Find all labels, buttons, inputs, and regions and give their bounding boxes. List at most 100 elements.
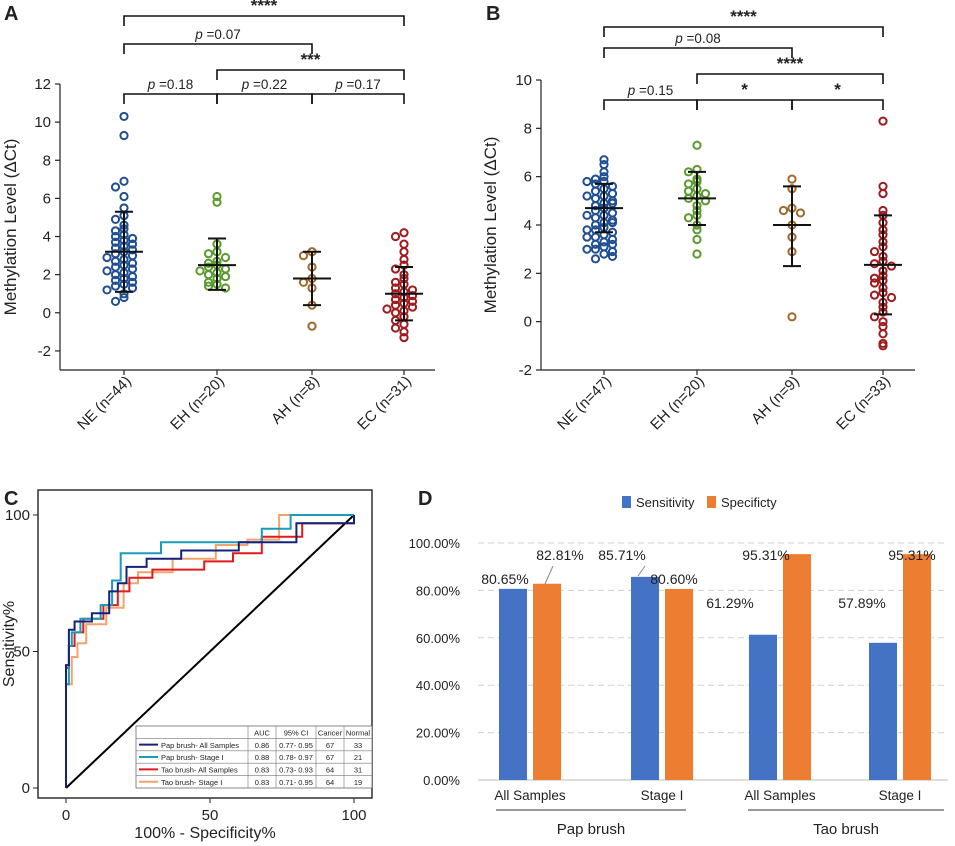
bar xyxy=(869,642,897,780)
data-point xyxy=(599,249,609,259)
x-category-label: Stage I xyxy=(879,788,922,803)
data-point xyxy=(212,191,222,202)
y-tick-label: 10 xyxy=(515,72,532,89)
y-tick-label: 40.00% xyxy=(416,678,461,693)
data-point xyxy=(607,251,618,262)
data-point xyxy=(878,188,888,199)
data-point xyxy=(110,214,121,224)
legend-label: Pap brush- All Samples xyxy=(161,741,239,750)
data-point xyxy=(590,239,601,249)
legend-swatch xyxy=(707,496,716,508)
data-point xyxy=(127,271,138,282)
x-tick-label: EC (n=31) xyxy=(354,373,415,434)
y-tick-label: 20.00% xyxy=(416,726,461,741)
x-tick-label: EH (n=20) xyxy=(167,373,228,434)
comparison-bracket xyxy=(791,99,884,110)
table-cell: 19 xyxy=(354,778,362,787)
data-point xyxy=(683,213,694,223)
y-tick-label: 12 xyxy=(34,76,51,93)
data-point xyxy=(607,198,618,208)
data-point xyxy=(878,116,888,126)
data-point xyxy=(869,259,880,269)
data-point xyxy=(869,246,880,257)
comparison-label: **** xyxy=(777,54,804,73)
x-category-label: All Samples xyxy=(744,788,816,803)
y-tick-label: 80.00% xyxy=(416,583,461,598)
table-cell: 0.83 xyxy=(255,766,270,775)
data-point xyxy=(878,329,888,339)
data-point xyxy=(590,174,601,184)
table-cell: 67 xyxy=(326,741,334,750)
data-point xyxy=(399,247,409,257)
comparison-label: * xyxy=(834,80,841,99)
data-point xyxy=(582,232,592,242)
data-point xyxy=(886,292,897,303)
data-point xyxy=(399,254,409,265)
bar xyxy=(533,583,561,780)
data-point xyxy=(127,245,138,255)
group-label: Pap brush xyxy=(557,821,625,838)
table-cell: 67 xyxy=(326,753,334,762)
legend-swatch xyxy=(622,496,631,508)
data-point xyxy=(382,304,392,314)
data-point xyxy=(683,179,694,189)
panel-c-chart: 0 50 100 0 50 100 100% - Specificity% Sensitivi… xyxy=(1,489,373,842)
comparison-bracket xyxy=(123,93,218,104)
x-tick-label: 50 xyxy=(202,807,219,824)
comparison-bracket xyxy=(123,15,405,26)
panel-label-a: A xyxy=(4,3,18,25)
data-point xyxy=(599,159,609,170)
data-point xyxy=(127,277,138,287)
data-point xyxy=(582,191,592,201)
data-point xyxy=(399,332,409,343)
data-point xyxy=(127,258,138,268)
label-leader xyxy=(544,565,554,585)
table-cell: 0.78- 0.97 xyxy=(279,753,313,762)
table-cell: 0.88 xyxy=(255,753,270,762)
bar xyxy=(783,554,811,780)
data-point xyxy=(787,312,797,322)
data-point xyxy=(390,264,401,274)
data-point xyxy=(110,296,121,306)
data-point xyxy=(390,283,401,293)
table-cell: 31 xyxy=(354,766,362,775)
comparison-bracket xyxy=(696,99,793,110)
bar xyxy=(749,634,777,780)
bar xyxy=(631,576,659,780)
data-point xyxy=(599,155,609,165)
bar-value-label: 95.31% xyxy=(742,547,789,563)
data-point xyxy=(590,186,601,196)
comparison-label: **** xyxy=(251,0,278,15)
comparison-label: p =0.22 xyxy=(241,77,287,92)
data-point xyxy=(110,237,121,247)
bar-value-label: 95.31% xyxy=(888,547,935,563)
data-point xyxy=(220,252,231,263)
x-category-label: Stage I xyxy=(641,788,684,803)
data-point xyxy=(102,285,112,295)
data-point xyxy=(607,188,618,199)
y-tick-label: -2 xyxy=(38,343,51,360)
data-point xyxy=(692,234,702,245)
data-point xyxy=(110,281,121,291)
data-point xyxy=(878,205,888,216)
data-point xyxy=(607,234,618,245)
table-header: Cancer xyxy=(318,728,343,737)
bar xyxy=(665,588,693,780)
table-cell: 0.77- 0.95 xyxy=(279,741,313,750)
comparison-label: p =0.17 xyxy=(334,77,380,92)
data-point xyxy=(590,244,601,254)
data-point xyxy=(195,266,205,276)
data-point xyxy=(607,217,618,228)
table-header: AUC xyxy=(254,728,270,737)
roc-curve xyxy=(65,515,355,788)
comparison-label: *** xyxy=(301,50,321,69)
data-point xyxy=(399,327,409,337)
bar-value-label: 85.71% xyxy=(598,547,645,563)
data-point xyxy=(599,237,609,247)
y-tick-label: 2 xyxy=(43,267,51,284)
legend-label: Pap brush- Stage I xyxy=(161,753,224,762)
data-point xyxy=(127,239,138,249)
data-point xyxy=(607,208,618,218)
panel-b-chart: -2 0 2 4 6 8 10 Methylation Level (ΔCt) NE (n=47… xyxy=(481,7,915,433)
data-point xyxy=(590,254,601,264)
